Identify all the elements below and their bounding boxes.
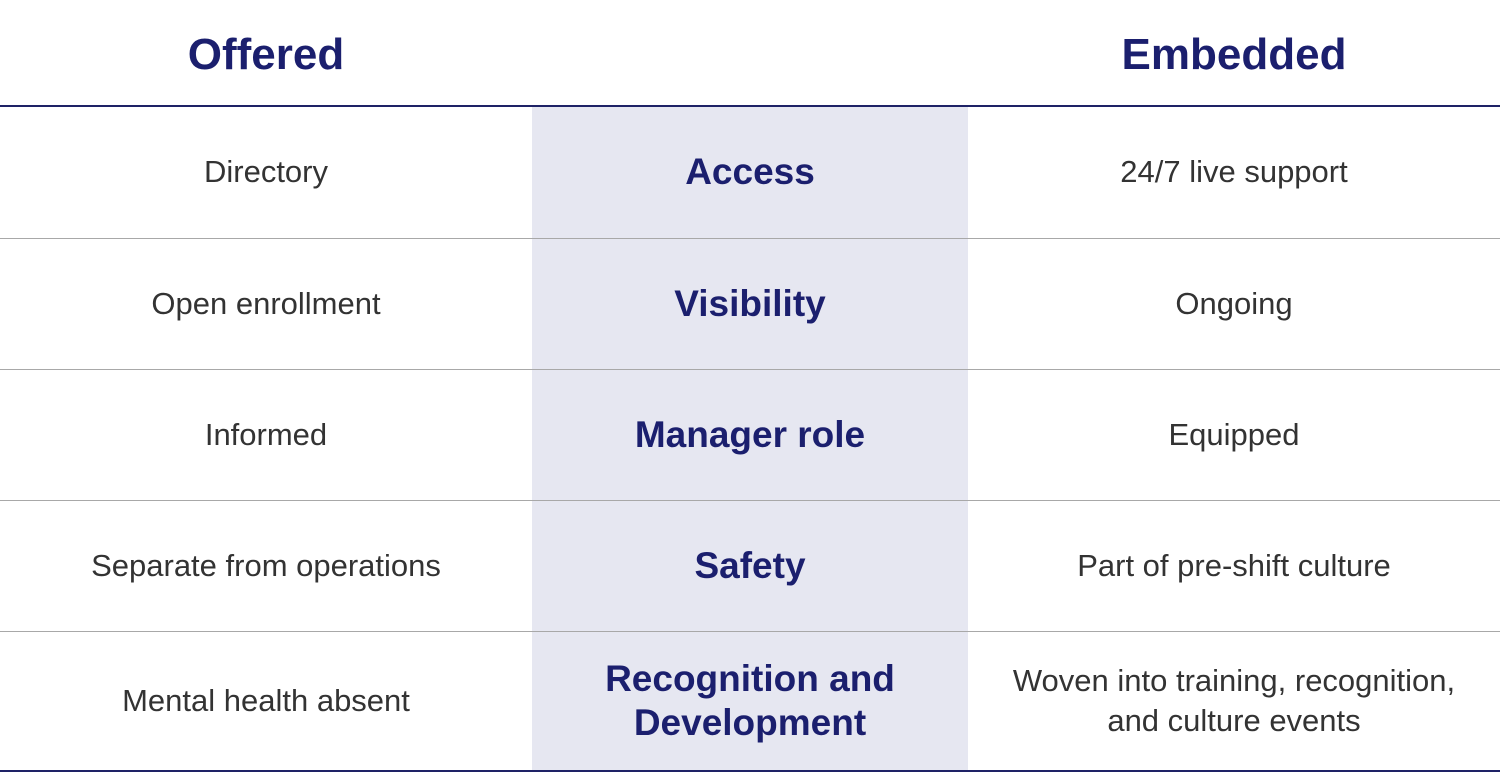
- table-row: Informed Manager role Equipped: [0, 370, 1500, 501]
- row-label: Visibility: [532, 239, 968, 369]
- table-cell: Informed: [204, 416, 328, 452]
- table-cell: Open enrollment: [151, 285, 381, 321]
- table-cell: Mental health absent: [122, 682, 410, 718]
- table-body: Directory Access 24/7 live support Open enr…: [0, 107, 1500, 772]
- table-cell: 24/7 live support: [1120, 154, 1348, 190]
- table-row: Open enrollment Visibility Ongoing: [0, 239, 1500, 370]
- table-row: Mental health absent Recognition and Deve…: [0, 632, 1500, 772]
- table-cell: Part of pre-shift culture: [1077, 547, 1391, 583]
- table-row: Directory Access 24/7 live support: [0, 107, 1500, 239]
- row-label: Recognition and Development: [532, 632, 968, 770]
- table-cell: Ongoing: [1175, 285, 1293, 321]
- row-label: Safety: [532, 501, 968, 631]
- column-title: Offered: [187, 30, 345, 79]
- table-cell: Equipped: [1168, 416, 1300, 452]
- table-cell: Directory: [203, 154, 328, 190]
- table-cell: Woven into training, recognition, and cu…: [1012, 662, 1456, 738]
- row-label: Access: [532, 107, 968, 238]
- row-label: Manager role: [532, 370, 968, 500]
- table-row: Separate from operations Safety Part of pr…: [0, 501, 1500, 632]
- header: Offered Embedded: [0, 0, 1500, 107]
- column-title: Embedded: [1121, 30, 1347, 79]
- table-cell: Separate from operations: [91, 547, 441, 583]
